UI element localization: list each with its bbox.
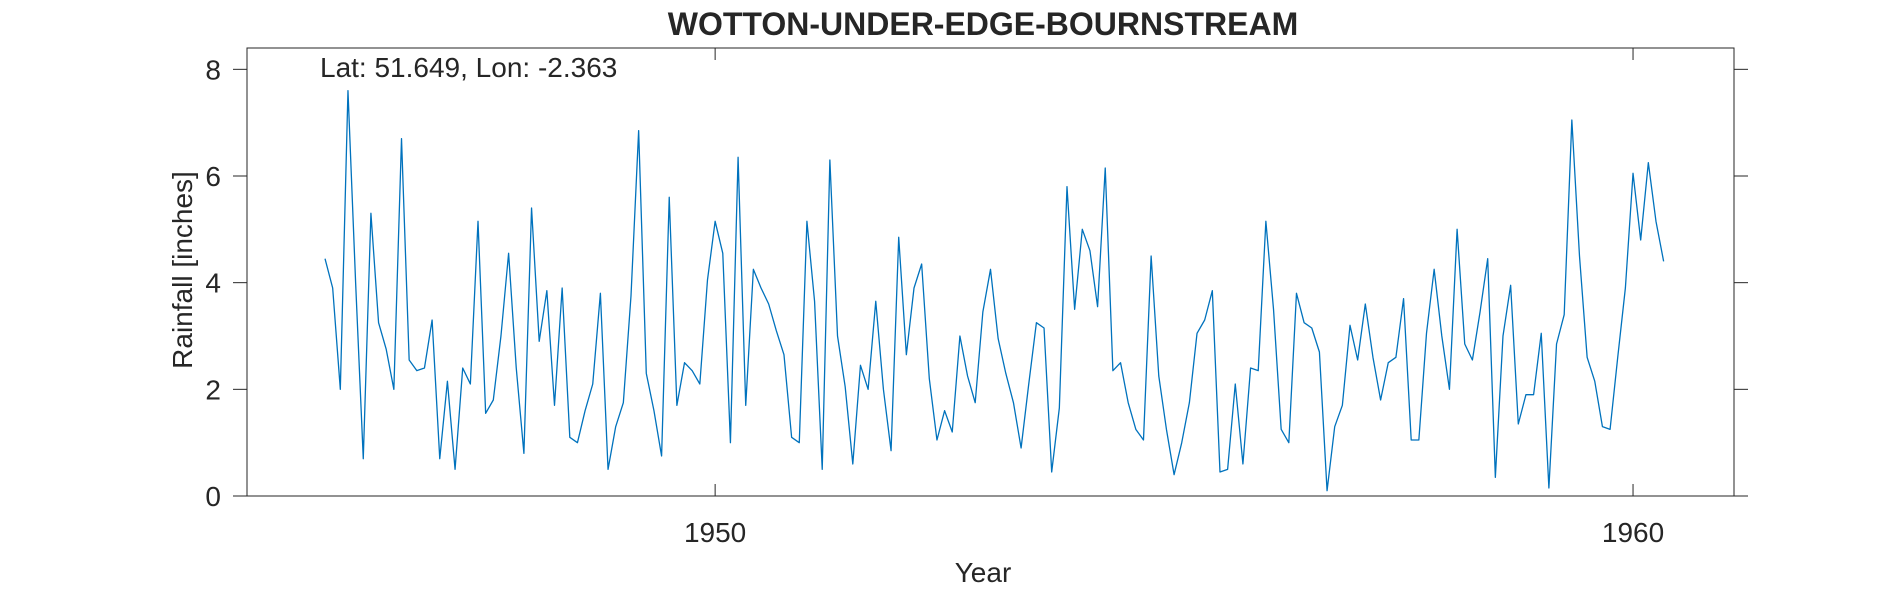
- y-tick-label: 8: [205, 54, 221, 85]
- y-tick-label: 2: [205, 374, 221, 405]
- chart-title: WOTTON-UNDER-EDGE-BOURNSTREAM: [668, 6, 1298, 42]
- x-tick-label: 1960: [1602, 517, 1664, 548]
- plot-layer: 0 2 4 6 8 1950 1960: [205, 47, 1748, 548]
- y-tick-label: 4: [205, 268, 221, 299]
- y-tick-label: 0: [205, 481, 221, 512]
- y-tick-label: 6: [205, 161, 221, 192]
- x-axis-label: Year: [955, 557, 1012, 588]
- rainfall-series-line: [324, 90, 1665, 492]
- y-axis-label: Rainfall [inches]: [167, 171, 198, 369]
- x-tick-label: 1950: [684, 517, 746, 548]
- location-annotation: Lat: 51.649, Lon: -2.363: [320, 52, 617, 83]
